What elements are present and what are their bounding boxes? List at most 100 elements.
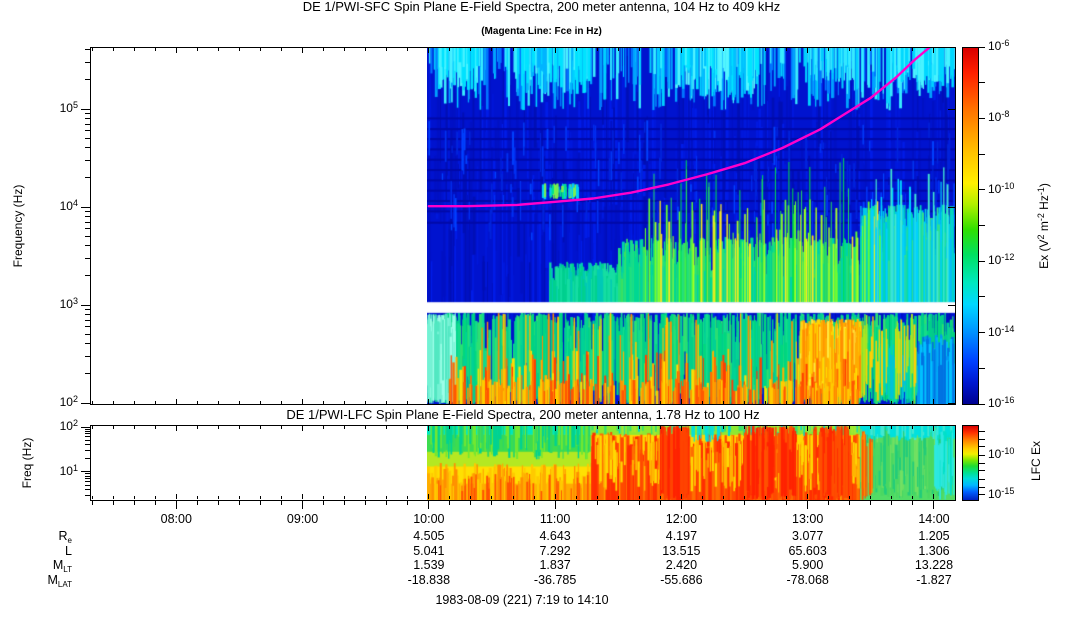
lfc-panel [90, 425, 956, 501]
x-tick [133, 500, 135, 505]
x-tick [870, 401, 872, 404]
x-tick [744, 401, 746, 404]
x-tick [765, 48, 767, 51]
x-tick [891, 426, 893, 429]
x-tick [365, 426, 367, 429]
x-tick [133, 426, 135, 429]
x-tick [428, 399, 430, 404]
x-tick [386, 500, 388, 505]
lfc-colorbar-label: LFC Ex [1029, 440, 1043, 482]
x-tick [238, 401, 240, 404]
x-tick [112, 500, 114, 505]
x-tick [722, 496, 724, 499]
x-tick [112, 426, 114, 429]
colorbar-tick [979, 225, 985, 226]
x-tick [596, 48, 598, 51]
ephemeris-value: 4.643 [539, 529, 571, 543]
x-tick [870, 500, 872, 505]
x-tick [217, 500, 219, 505]
x-tick [891, 48, 893, 51]
x-tick [807, 500, 809, 509]
x-tick [533, 496, 535, 499]
y-minor-tick [85, 355, 90, 357]
x-tick [449, 401, 451, 404]
x-tick [491, 401, 493, 404]
colorbar-tick [979, 438, 985, 440]
x-tick [891, 500, 893, 505]
colorbar-tick [979, 486, 985, 488]
x-tick [302, 500, 304, 509]
x-tick [344, 496, 346, 499]
y-minor-tick [85, 313, 90, 315]
x-tick [722, 500, 724, 505]
y-minor-tick [85, 228, 90, 230]
y-minor-tick [85, 475, 90, 477]
x-tick [722, 48, 724, 51]
x-tick [470, 401, 472, 404]
x-tick [238, 48, 240, 51]
x-tick [196, 500, 198, 505]
x-tick [407, 48, 409, 51]
y-minor-tick [85, 147, 90, 149]
x-tick [680, 399, 682, 404]
x-tick [407, 401, 409, 404]
x-tick [302, 426, 304, 431]
x-tick [470, 48, 472, 51]
y-tick-label: 104 [59, 198, 78, 213]
colorbar-tick [979, 367, 985, 369]
ephemeris-value: 4.505 [413, 529, 445, 543]
x-tick [638, 500, 640, 505]
x-tick [259, 48, 261, 51]
x-tick [428, 500, 430, 509]
y-tick [81, 426, 90, 428]
x-tick [638, 401, 640, 404]
colorbar-tick-label: 10-8 [988, 109, 1010, 125]
y-tick [81, 471, 90, 473]
y-minor-tick [85, 176, 90, 178]
y-minor-tick [85, 478, 90, 480]
ephemeris-value: 13.228 [914, 558, 954, 572]
x-tick [196, 401, 198, 404]
y-tick-label: 101 [59, 462, 78, 478]
x-tick [175, 500, 177, 509]
x-tick [281, 401, 283, 404]
x-tick [912, 48, 914, 51]
x-tick [154, 48, 156, 51]
colorbar-tick-label: 10-12 [988, 252, 1015, 268]
y-minor-tick [85, 430, 90, 432]
x-tick-label: 08:00 [160, 512, 192, 526]
x-tick [701, 500, 703, 505]
ephemeris-value: 5.041 [413, 544, 445, 558]
ephemeris-value: 65.603 [788, 544, 827, 558]
x-tick [386, 48, 388, 51]
x-tick [196, 48, 198, 51]
y-tick [948, 304, 955, 306]
x-tick [281, 496, 283, 499]
x-tick [849, 401, 851, 404]
x-tick [217, 401, 219, 404]
page-subtitle: (Magenta Line: Fce in Hz) [481, 26, 602, 37]
ephemeris-value: -55.686 [660, 573, 703, 587]
sfc-y-axis-label: Frequency (Hz) [11, 184, 25, 268]
x-tick [659, 500, 661, 505]
x-tick [512, 48, 514, 51]
x-tick [175, 426, 177, 431]
y-minor-tick [85, 372, 90, 374]
x-tick [765, 426, 767, 429]
x-tick [302, 48, 304, 53]
x-tick [638, 426, 640, 429]
x-tick [491, 48, 493, 51]
x-tick [112, 496, 114, 499]
lfc-panel-title: DE 1/PWI-LFC Spin Plane E-Field Spectra,… [286, 407, 760, 422]
x-tick [680, 500, 682, 509]
x-tick [470, 426, 472, 429]
x-tick [786, 401, 788, 404]
y-tick-label: 102 [59, 418, 78, 433]
ephemeris-value: 2.420 [665, 558, 698, 572]
x-tick [154, 426, 156, 429]
ephemeris-row-label: MLT [52, 558, 72, 574]
x-tick [765, 496, 767, 499]
x-tick [175, 48, 177, 53]
x-tick [365, 496, 367, 499]
x-tick [744, 500, 746, 505]
